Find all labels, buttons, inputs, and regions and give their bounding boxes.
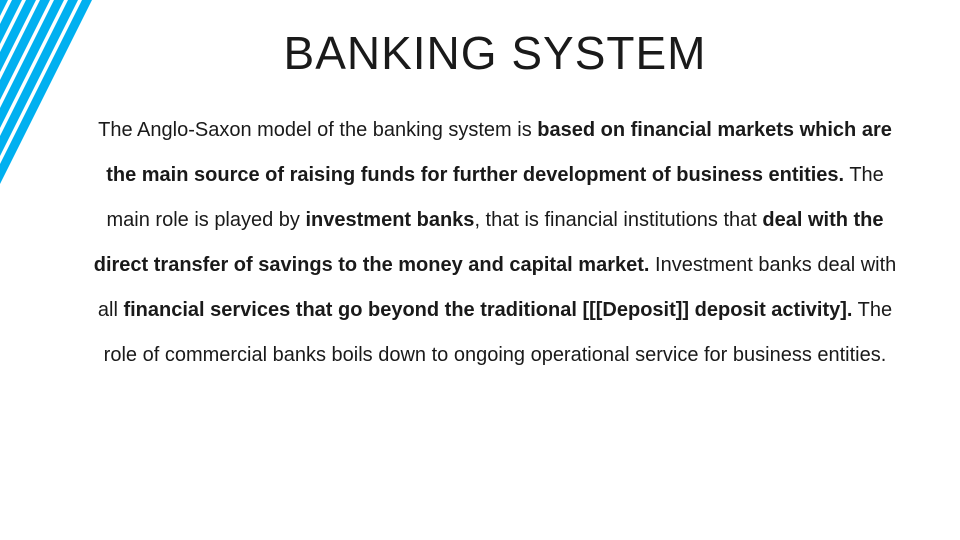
slide-body-text: The Anglo-Saxon model of the banking sys…: [90, 108, 900, 378]
slide-title: BANKING SYSTEM: [90, 26, 900, 80]
text-bold: investment banks: [305, 209, 474, 231]
text-segment: The Anglo-Saxon model of the banking sys…: [98, 119, 537, 141]
text-bold: financial services that go beyond the tr…: [123, 299, 852, 321]
text-segment: , that is financial institutions that: [474, 209, 762, 231]
slide-content: BANKING SYSTEM The Anglo-Saxon model of …: [0, 0, 960, 540]
